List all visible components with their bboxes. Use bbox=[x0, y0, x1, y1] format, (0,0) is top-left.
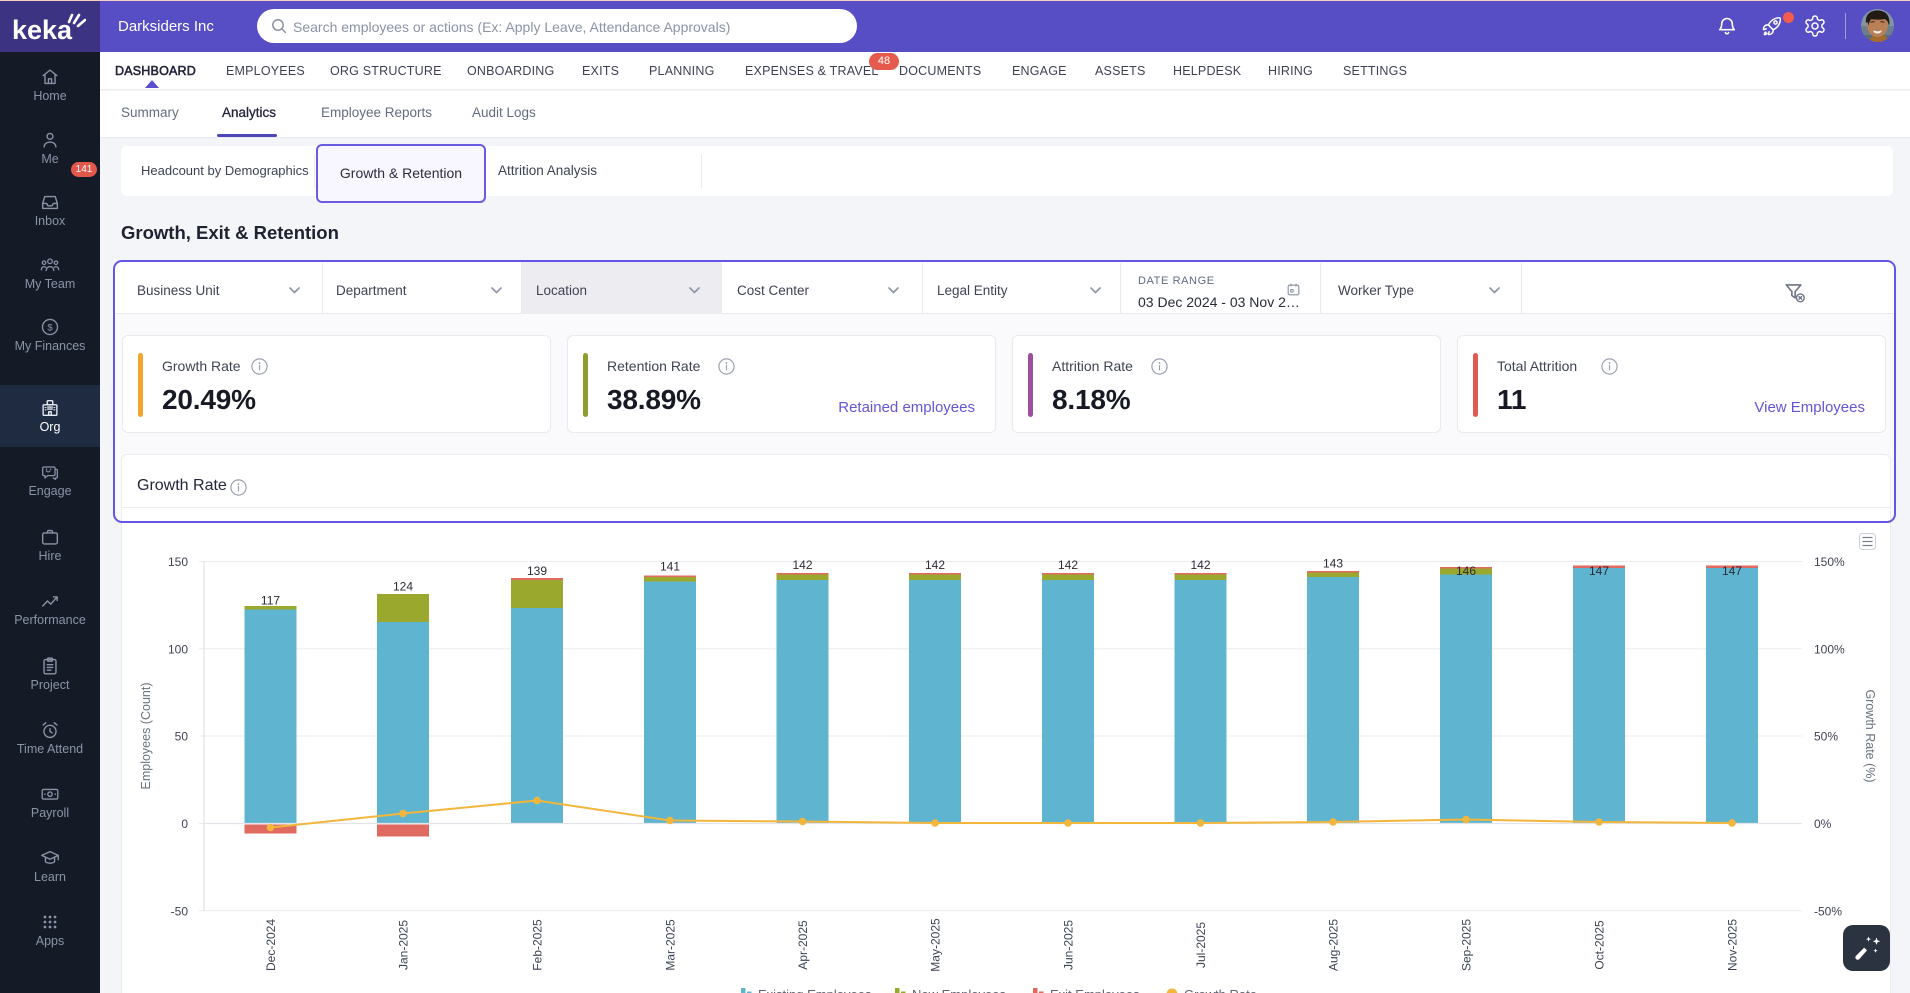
svg-text:Employees (Count): Employees (Count) bbox=[139, 683, 153, 790]
svg-text:-50%: -50% bbox=[1814, 904, 1842, 918]
svg-text:keka: keka bbox=[12, 15, 73, 44]
svg-text:Dec-2024: Dec-2024 bbox=[264, 919, 278, 971]
svg-text:Nov-2025: Nov-2025 bbox=[1726, 919, 1740, 971]
svg-text:147: 147 bbox=[1589, 564, 1609, 578]
svg-text:100%: 100% bbox=[1814, 642, 1845, 656]
svg-text:124: 124 bbox=[393, 580, 413, 594]
svg-text:Growth Rate (%): Growth Rate (%) bbox=[1863, 689, 1877, 782]
svg-text:Jun-2025: Jun-2025 bbox=[1062, 920, 1076, 970]
svg-text:0%: 0% bbox=[1814, 817, 1832, 831]
svg-text:Jan-2025: Jan-2025 bbox=[397, 920, 411, 970]
svg-text:150%: 150% bbox=[1814, 555, 1845, 569]
svg-text:117: 117 bbox=[261, 594, 280, 608]
svg-text:147: 147 bbox=[1722, 564, 1742, 578]
svg-text:May-2025: May-2025 bbox=[929, 918, 943, 972]
svg-text:142: 142 bbox=[1190, 558, 1210, 572]
svg-text:Feb-2025: Feb-2025 bbox=[531, 919, 545, 971]
svg-text:Aug-2025: Aug-2025 bbox=[1327, 919, 1341, 971]
svg-text:150: 150 bbox=[168, 555, 188, 569]
svg-text:-50: -50 bbox=[171, 904, 189, 918]
svg-text:139: 139 bbox=[527, 564, 547, 578]
svg-text:New Employees: New Employees bbox=[912, 987, 1006, 993]
svg-text:143: 143 bbox=[1323, 557, 1343, 571]
svg-text:100: 100 bbox=[168, 642, 188, 656]
svg-text:50: 50 bbox=[175, 730, 189, 744]
svg-text:Oct-2025: Oct-2025 bbox=[1593, 920, 1607, 970]
svg-text:142: 142 bbox=[1058, 558, 1078, 572]
svg-text:Apr-2025: Apr-2025 bbox=[796, 920, 810, 970]
svg-text:Jul-2025: Jul-2025 bbox=[1194, 922, 1208, 968]
svg-text:Growth Rate: Growth Rate bbox=[1184, 987, 1257, 993]
svg-text:142: 142 bbox=[925, 558, 945, 572]
svg-text:Sep-2025: Sep-2025 bbox=[1460, 919, 1474, 971]
svg-text:50%: 50% bbox=[1814, 730, 1838, 744]
svg-text:$: $ bbox=[47, 323, 53, 334]
svg-text:142: 142 bbox=[792, 558, 812, 572]
svg-text:146: 146 bbox=[1456, 564, 1476, 578]
svg-text:141: 141 bbox=[660, 560, 680, 574]
svg-text:Mar-2025: Mar-2025 bbox=[664, 919, 678, 971]
svg-text:0: 0 bbox=[181, 817, 188, 831]
svg-text:Existing Employees: Existing Employees bbox=[758, 987, 872, 993]
svg-text:Exit Employees: Exit Employees bbox=[1050, 987, 1140, 993]
